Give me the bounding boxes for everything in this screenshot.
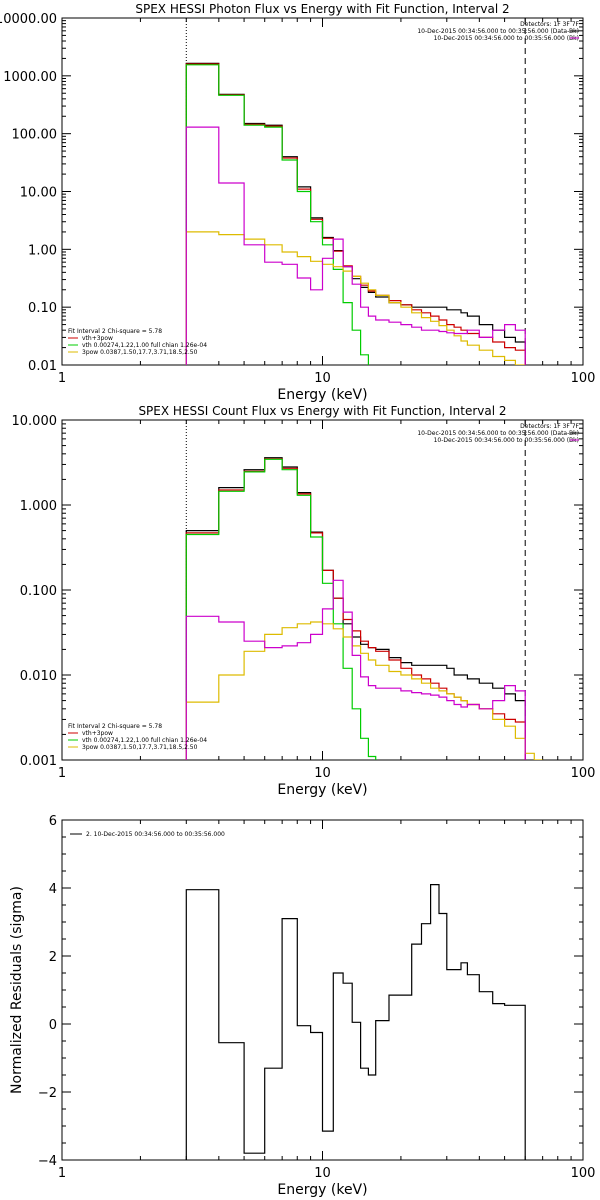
series-line-3 xyxy=(185,64,377,365)
legend-entry: vth+3pow xyxy=(82,730,113,737)
chart-panel-3: 1 10 100 Energy (keV) −4 −2 0 2 4 6 Normalized Res… xyxy=(9,814,595,1198)
series-line-3 xyxy=(185,458,377,760)
y-tick-label: 4 xyxy=(49,882,57,897)
x-tick-label: 10 xyxy=(314,766,331,781)
series-line-5 xyxy=(185,126,526,365)
y-tick-label: 2 xyxy=(49,950,57,965)
y-tick-label: 1000.00 xyxy=(3,70,57,85)
x-tick-label: 1 xyxy=(58,766,66,781)
y-axis-label: Normalized Residuals (sigma) xyxy=(9,886,25,1094)
y-tick-label: −2 xyxy=(38,1086,57,1101)
x-axis-label: Energy (keV) xyxy=(277,782,367,798)
legend-entry: 10-Dec-2015 00:34:56.000 to 00:35:56.000… xyxy=(417,430,579,437)
y-tick-label: 10000.00 xyxy=(0,12,57,27)
legend-entry: vth 0.00274,1.22,1.00 full chian 1.26e-0… xyxy=(82,737,207,744)
series-line-4 xyxy=(185,231,526,365)
chart-panel-1: SPEX HESSI Photon Flux vs Energy with Fi… xyxy=(0,2,595,403)
legend-entry: 10-Dec-2015 00:34:56.000 to 00:35:56.000… xyxy=(434,35,579,42)
x-tick-label: 1 xyxy=(58,371,66,386)
x-axis-label: Energy (keV) xyxy=(277,1182,367,1198)
x-tick-label: 100 xyxy=(571,371,596,386)
legend-entry: 2. 10-Dec-2015 00:34:56.000 to 00:35:56.… xyxy=(86,831,225,838)
y-tick-label: 0.010 xyxy=(20,669,57,684)
legend-entry: Detectors: 1F 3F 7F xyxy=(520,423,579,430)
legend-entry: 3pow 0.0387,1.50,17.7,3.71,18.5,2.50 xyxy=(82,349,198,356)
y-tick-label: 0.10 xyxy=(28,301,57,316)
series-line-4 xyxy=(185,621,543,760)
legend-entry: vth 0.00274,1.22,1.00 full chian 1.26e-0… xyxy=(82,342,207,349)
y-tick-label: 100.00 xyxy=(12,128,58,143)
legend-entry: 3pow 0.0387,1.50,17.7,3.71,18.5,2.50 xyxy=(82,744,198,751)
legend-entry: Detectors: 1F 3F 7F xyxy=(520,21,579,28)
y-tick-label: 1.000 xyxy=(20,499,57,514)
y-tick-label: 0 xyxy=(49,1018,57,1033)
x-axis-label: Energy (keV) xyxy=(277,387,367,403)
series-line-2 xyxy=(185,458,526,760)
y-tick-label: 0.001 xyxy=(20,754,57,769)
y-tick-label: −4 xyxy=(38,1154,57,1169)
plot-frame xyxy=(61,419,584,761)
series-line-1 xyxy=(185,884,526,1160)
x-tick-label: 1 xyxy=(58,1166,66,1181)
series-line-1 xyxy=(185,457,526,760)
x-tick-label: 10 xyxy=(314,1166,331,1181)
legend-entry: Fit Interval 2 Chi-square = 5.78 xyxy=(68,328,162,335)
chart-title: SPEX HESSI Photon Flux vs Energy with Fi… xyxy=(135,2,509,16)
x-tick-label: 10 xyxy=(314,371,331,386)
legend-entry: 10-Dec-2015 00:34:56.000 to 00:35:56.000… xyxy=(417,28,579,35)
chart-title: SPEX HESSI Count Flux vs Energy with Fit… xyxy=(138,404,506,418)
y-tick-label: 1.00 xyxy=(28,243,57,258)
chart-panel-2: SPEX HESSI Count Flux vs Energy with Fit… xyxy=(12,404,596,798)
plot-frame xyxy=(61,17,584,366)
y-tick-label: 6 xyxy=(49,814,57,829)
y-tick-label: 10.000 xyxy=(12,414,58,429)
x-tick-label: 100 xyxy=(571,1166,596,1181)
legend-entry: Fit Interval 2 Chi-square = 5.78 xyxy=(68,723,162,730)
y-tick-label: 0.100 xyxy=(20,584,57,599)
y-tick-label: 10.00 xyxy=(20,186,57,201)
y-tick-label: 0.01 xyxy=(28,359,57,374)
series-line-5 xyxy=(185,579,526,760)
x-tick-label: 100 xyxy=(571,766,596,781)
legend-entry: vth+3pow xyxy=(82,335,113,342)
legend-entry: 10-Dec-2015 00:34:56.000 to 00:35:56.000… xyxy=(434,437,579,444)
series-line-1 xyxy=(185,62,526,365)
series-line-2 xyxy=(185,63,526,365)
